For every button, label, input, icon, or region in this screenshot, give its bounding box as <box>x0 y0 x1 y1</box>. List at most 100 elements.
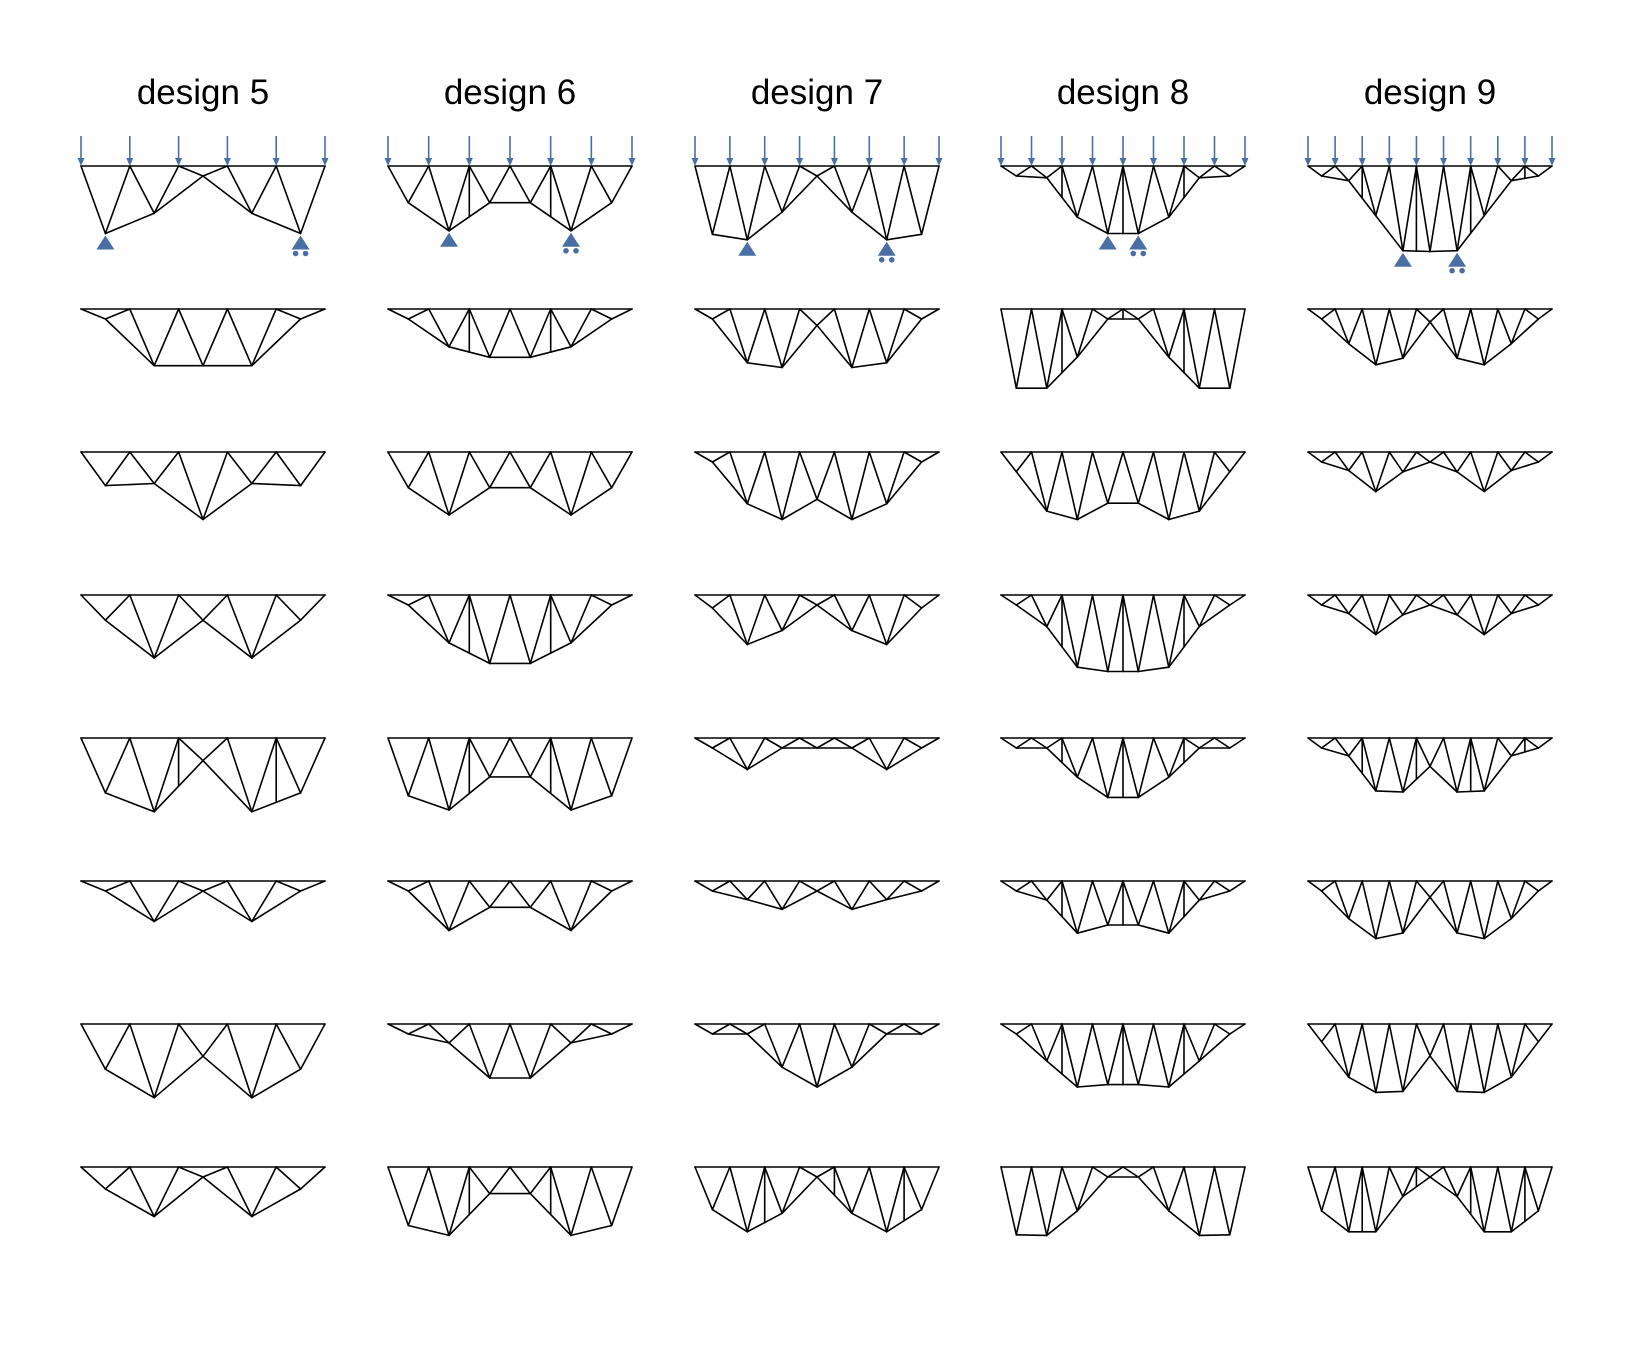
diagonal-20 <box>1183 1166 1201 1237</box>
bottom-chord-2 <box>1347 612 1377 636</box>
bottom-chord-5 <box>570 201 613 232</box>
diagonal-22 <box>1483 880 1499 940</box>
diagonal-8 <box>153 165 180 215</box>
supports-design-9 <box>1393 252 1467 274</box>
diagonal-9 <box>448 880 471 932</box>
diagonal-6 <box>104 594 131 622</box>
diagonal-9 <box>1015 308 1033 390</box>
diagonal-13 <box>1361 165 1377 217</box>
diagonal-11 <box>1334 1023 1350 1078</box>
diagonal-18 <box>1429 1166 1445 1178</box>
diagonal-11 <box>488 308 511 359</box>
roller-wheel <box>1140 250 1147 257</box>
bottom-chord-5 <box>851 1212 888 1233</box>
load-arrow-head-icon <box>175 158 183 166</box>
diagonal-13 <box>798 880 818 892</box>
diagonal-10 <box>468 737 491 778</box>
diagonal-17 <box>1137 880 1155 926</box>
diagonal-13 <box>1076 1166 1094 1212</box>
load-arrow-head-icon <box>1304 158 1312 166</box>
bottom-chord-3 <box>202 759 253 813</box>
diagonal-20 <box>920 451 940 463</box>
diagonal-15 <box>1107 1166 1124 1178</box>
diagonal-12 <box>1061 1166 1079 1212</box>
bottom-chord-1 <box>1015 1033 1048 1062</box>
diagonal-12 <box>1347 165 1363 182</box>
diagonal-18 <box>1429 451 1445 463</box>
diagonal-18 <box>1152 880 1170 935</box>
roller-support-icon <box>1129 235 1148 250</box>
diagonal-9 <box>729 451 749 505</box>
diagonal-19 <box>903 737 923 749</box>
diagonal-18 <box>1429 165 1445 253</box>
diagonal-14 <box>299 165 326 235</box>
bottom-chord-2 <box>746 1033 783 1068</box>
diagonal-6 <box>387 594 410 606</box>
diagonal-18 <box>1152 594 1170 669</box>
bottom-chord-5 <box>851 747 888 771</box>
bottom-chord-1 <box>104 619 155 659</box>
truss-design-5-row-1 <box>80 165 326 235</box>
roller-wheel <box>878 257 885 263</box>
load-arrow-head-icon <box>935 158 943 166</box>
diagonal-14 <box>816 737 836 749</box>
diagonal-21 <box>1198 451 1216 512</box>
diagonal-19 <box>1442 451 1458 473</box>
diagonal-11 <box>763 451 783 521</box>
diagonal-16 <box>590 165 613 204</box>
truss-design-8-row-1 <box>1000 165 1246 235</box>
bottom-chord-7 <box>1198 1033 1231 1062</box>
diagonal-10 <box>1320 1166 1336 1212</box>
column-design-6 <box>384 136 636 1237</box>
diagonal-10 <box>1030 1023 1048 1062</box>
diagonal-14 <box>816 308 836 327</box>
diagonal-17 <box>1137 1023 1155 1086</box>
diagonal-22 <box>1483 451 1499 493</box>
diagonal-11 <box>763 880 783 911</box>
diagonal-12 <box>781 451 801 521</box>
diagonal-9 <box>1307 1023 1323 1043</box>
bottom-chord-2 <box>1046 1210 1079 1237</box>
truss-design-7-row-5 <box>694 737 940 771</box>
bottom-chord-5 <box>1137 318 1170 358</box>
diagonal-9 <box>177 1166 204 1178</box>
diagonal-14 <box>299 1166 326 1190</box>
truss-design-9-row-2 <box>1307 308 1553 366</box>
diagonal-12 <box>251 451 278 485</box>
diagonal-14 <box>1375 308 1391 366</box>
diagonal-13 <box>798 1023 818 1088</box>
diagonal-9 <box>1015 880 1033 892</box>
diagonal-13 <box>798 1166 818 1178</box>
diagonal-9 <box>177 594 204 622</box>
bottom-chord-6 <box>1456 932 1485 940</box>
diagonal-16 <box>1122 1023 1140 1086</box>
diagonal-5 <box>80 737 107 794</box>
bottom-chord-5 <box>851 361 888 369</box>
diagonal-8 <box>711 880 731 892</box>
diagonal-8 <box>711 451 731 463</box>
diagonal-23 <box>1229 308 1246 390</box>
bottom-chord-1 <box>407 1224 450 1237</box>
bottom-chord-5 <box>851 1033 888 1068</box>
diagonal-13 <box>1361 594 1377 636</box>
diagonal-10 <box>1320 308 1336 320</box>
diagonal-13 <box>275 1023 302 1070</box>
bottom-chord-4 <box>816 498 853 521</box>
diagonal-15 <box>1388 594 1404 616</box>
diagonal-8 <box>1000 308 1018 390</box>
diagonal-9 <box>177 1023 204 1058</box>
diagonal-10 <box>1030 451 1048 512</box>
bottom-chord-3 <box>1375 1195 1404 1233</box>
bottom-chord-8 <box>1510 890 1540 920</box>
load-arrow-head-icon <box>425 158 433 166</box>
diagonal-10 <box>468 1023 491 1079</box>
diagonal-14 <box>1091 308 1109 320</box>
bottom-chord-6 <box>1456 357 1485 366</box>
diagonal-19 <box>1168 594 1185 669</box>
roller-wheel <box>1449 267 1455 274</box>
diagonal-12 <box>251 1023 278 1099</box>
diagonal-16 <box>1122 737 1140 799</box>
diagonal-10 <box>746 880 766 901</box>
diagonal-15 <box>1388 451 1404 473</box>
diagonal-13 <box>275 737 302 794</box>
